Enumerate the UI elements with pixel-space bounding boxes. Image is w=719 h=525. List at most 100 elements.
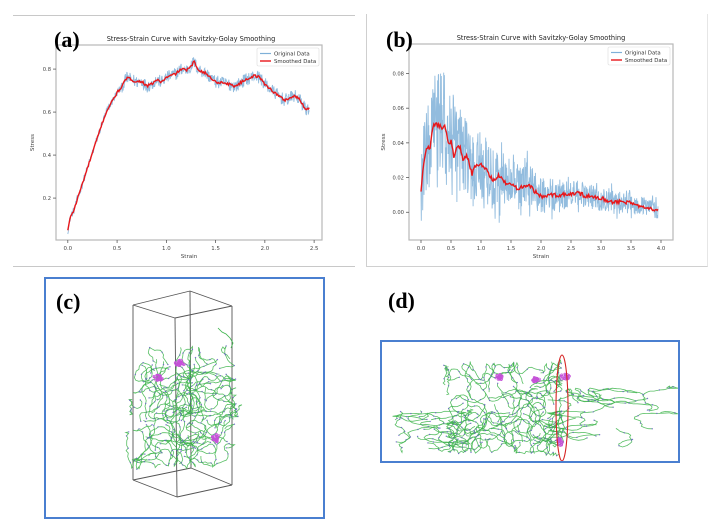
- chain-bead: [539, 424, 541, 426]
- chain-bead: [626, 391, 629, 393]
- chain-bead: [230, 414, 232, 416]
- chain-bead: [523, 440, 526, 442]
- chain-bead: [164, 439, 166, 442]
- chain-bead: [472, 368, 474, 371]
- polymer-chain: [615, 428, 633, 448]
- chain-bead: [433, 428, 435, 430]
- y-tick-label: 0.2: [43, 196, 51, 202]
- polymer-chain: [394, 411, 405, 436]
- chain-bead: [497, 382, 499, 384]
- chain-bead: [151, 364, 153, 366]
- chain-bead: [557, 371, 560, 374]
- chain-bead: [485, 366, 487, 368]
- chain-bead: [532, 420, 535, 422]
- chain-bead: [530, 444, 532, 446]
- chain-bead: [130, 410, 132, 412]
- chain-bead: [157, 426, 159, 428]
- chain-bead: [630, 439, 633, 441]
- chain-bead: [509, 396, 512, 398]
- chain-bead: [170, 437, 172, 440]
- chain-bead: [494, 366, 496, 368]
- chain-bead: [224, 378, 226, 381]
- chain-bead: [168, 462, 170, 465]
- chain-bead: [547, 390, 549, 392]
- chain-bead: [191, 382, 193, 384]
- x-tick-label: 1.5: [507, 246, 516, 252]
- chain-bead: [491, 451, 493, 453]
- box-edge: [132, 467, 192, 481]
- chain-bead: [407, 418, 409, 420]
- cluster-atom: [495, 373, 499, 377]
- chain-bead: [200, 404, 202, 406]
- chain-bead: [183, 455, 186, 458]
- chain-bead: [559, 415, 561, 417]
- chain-bead: [395, 441, 397, 443]
- pink-cluster: [173, 358, 186, 368]
- chain-bead: [560, 362, 562, 365]
- chain-bead: [457, 410, 459, 413]
- chain-bead: [454, 421, 456, 423]
- chain-bead: [182, 352, 184, 354]
- chain-bead: [177, 373, 179, 375]
- polymer-chain: [548, 410, 586, 426]
- original-data-line: [420, 72, 659, 223]
- chain-bead: [184, 441, 186, 443]
- chain-bead: [547, 451, 549, 454]
- chain-bead: [514, 444, 516, 447]
- cluster-atom: [155, 377, 159, 380]
- chain-bead: [535, 423, 537, 425]
- chain-bead: [455, 398, 457, 400]
- polymer-chains: [442, 359, 566, 457]
- chain-bead: [180, 462, 183, 464]
- chain-bead: [153, 368, 155, 370]
- chain-bead: [180, 450, 182, 453]
- chain-bead: [418, 416, 420, 418]
- chain-bead: [448, 376, 450, 378]
- chain-bead: [455, 415, 457, 417]
- x-tick-label: 2.0: [537, 246, 546, 252]
- chain-bead: [164, 390, 166, 393]
- chain-bead: [490, 373, 493, 375]
- chain-bead: [508, 412, 511, 414]
- chain-bead: [219, 375, 221, 377]
- panel-label-d: (d): [388, 288, 415, 313]
- chain-bead: [618, 445, 620, 447]
- polymer-chains: [392, 408, 474, 454]
- polymer-chain: [139, 402, 170, 422]
- polymer-chain: [200, 443, 236, 467]
- chain-bead: [195, 400, 198, 403]
- chain-bead: [592, 411, 594, 413]
- chain-bead: [150, 381, 152, 384]
- cluster-atom: [534, 379, 537, 383]
- polymer-chain: [546, 431, 597, 448]
- polymer-chain: [133, 452, 162, 463]
- box-edge: [190, 467, 233, 486]
- chain-bead: [467, 366, 470, 369]
- chain-bead: [530, 429, 533, 431]
- chain-bead: [166, 418, 168, 421]
- legend-box: [256, 47, 320, 67]
- chain-bead: [435, 412, 437, 414]
- chain-bead: [473, 449, 475, 451]
- chain-bead: [437, 427, 440, 429]
- polymer-chain: [536, 439, 560, 457]
- chain-bead: [193, 447, 195, 449]
- cluster-atom: [214, 432, 218, 436]
- chain-bead: [554, 439, 557, 442]
- chain-bead: [602, 398, 604, 400]
- chain-bead: [594, 399, 596, 402]
- chain-bead: [459, 421, 461, 423]
- chain-bead: [199, 351, 201, 354]
- chain-bead: [181, 384, 183, 386]
- chain-bead: [544, 437, 546, 439]
- chain-bead: [591, 398, 593, 401]
- chain-bead: [560, 416, 562, 418]
- chain-bead: [530, 415, 532, 418]
- chain-bead: [183, 443, 185, 446]
- polymer-chain: [154, 366, 171, 401]
- chain-bead: [468, 420, 470, 422]
- chain-bead: [518, 430, 520, 432]
- polymer-chain: [144, 367, 169, 408]
- chain-bead: [234, 378, 237, 380]
- chain-bead: [447, 369, 450, 371]
